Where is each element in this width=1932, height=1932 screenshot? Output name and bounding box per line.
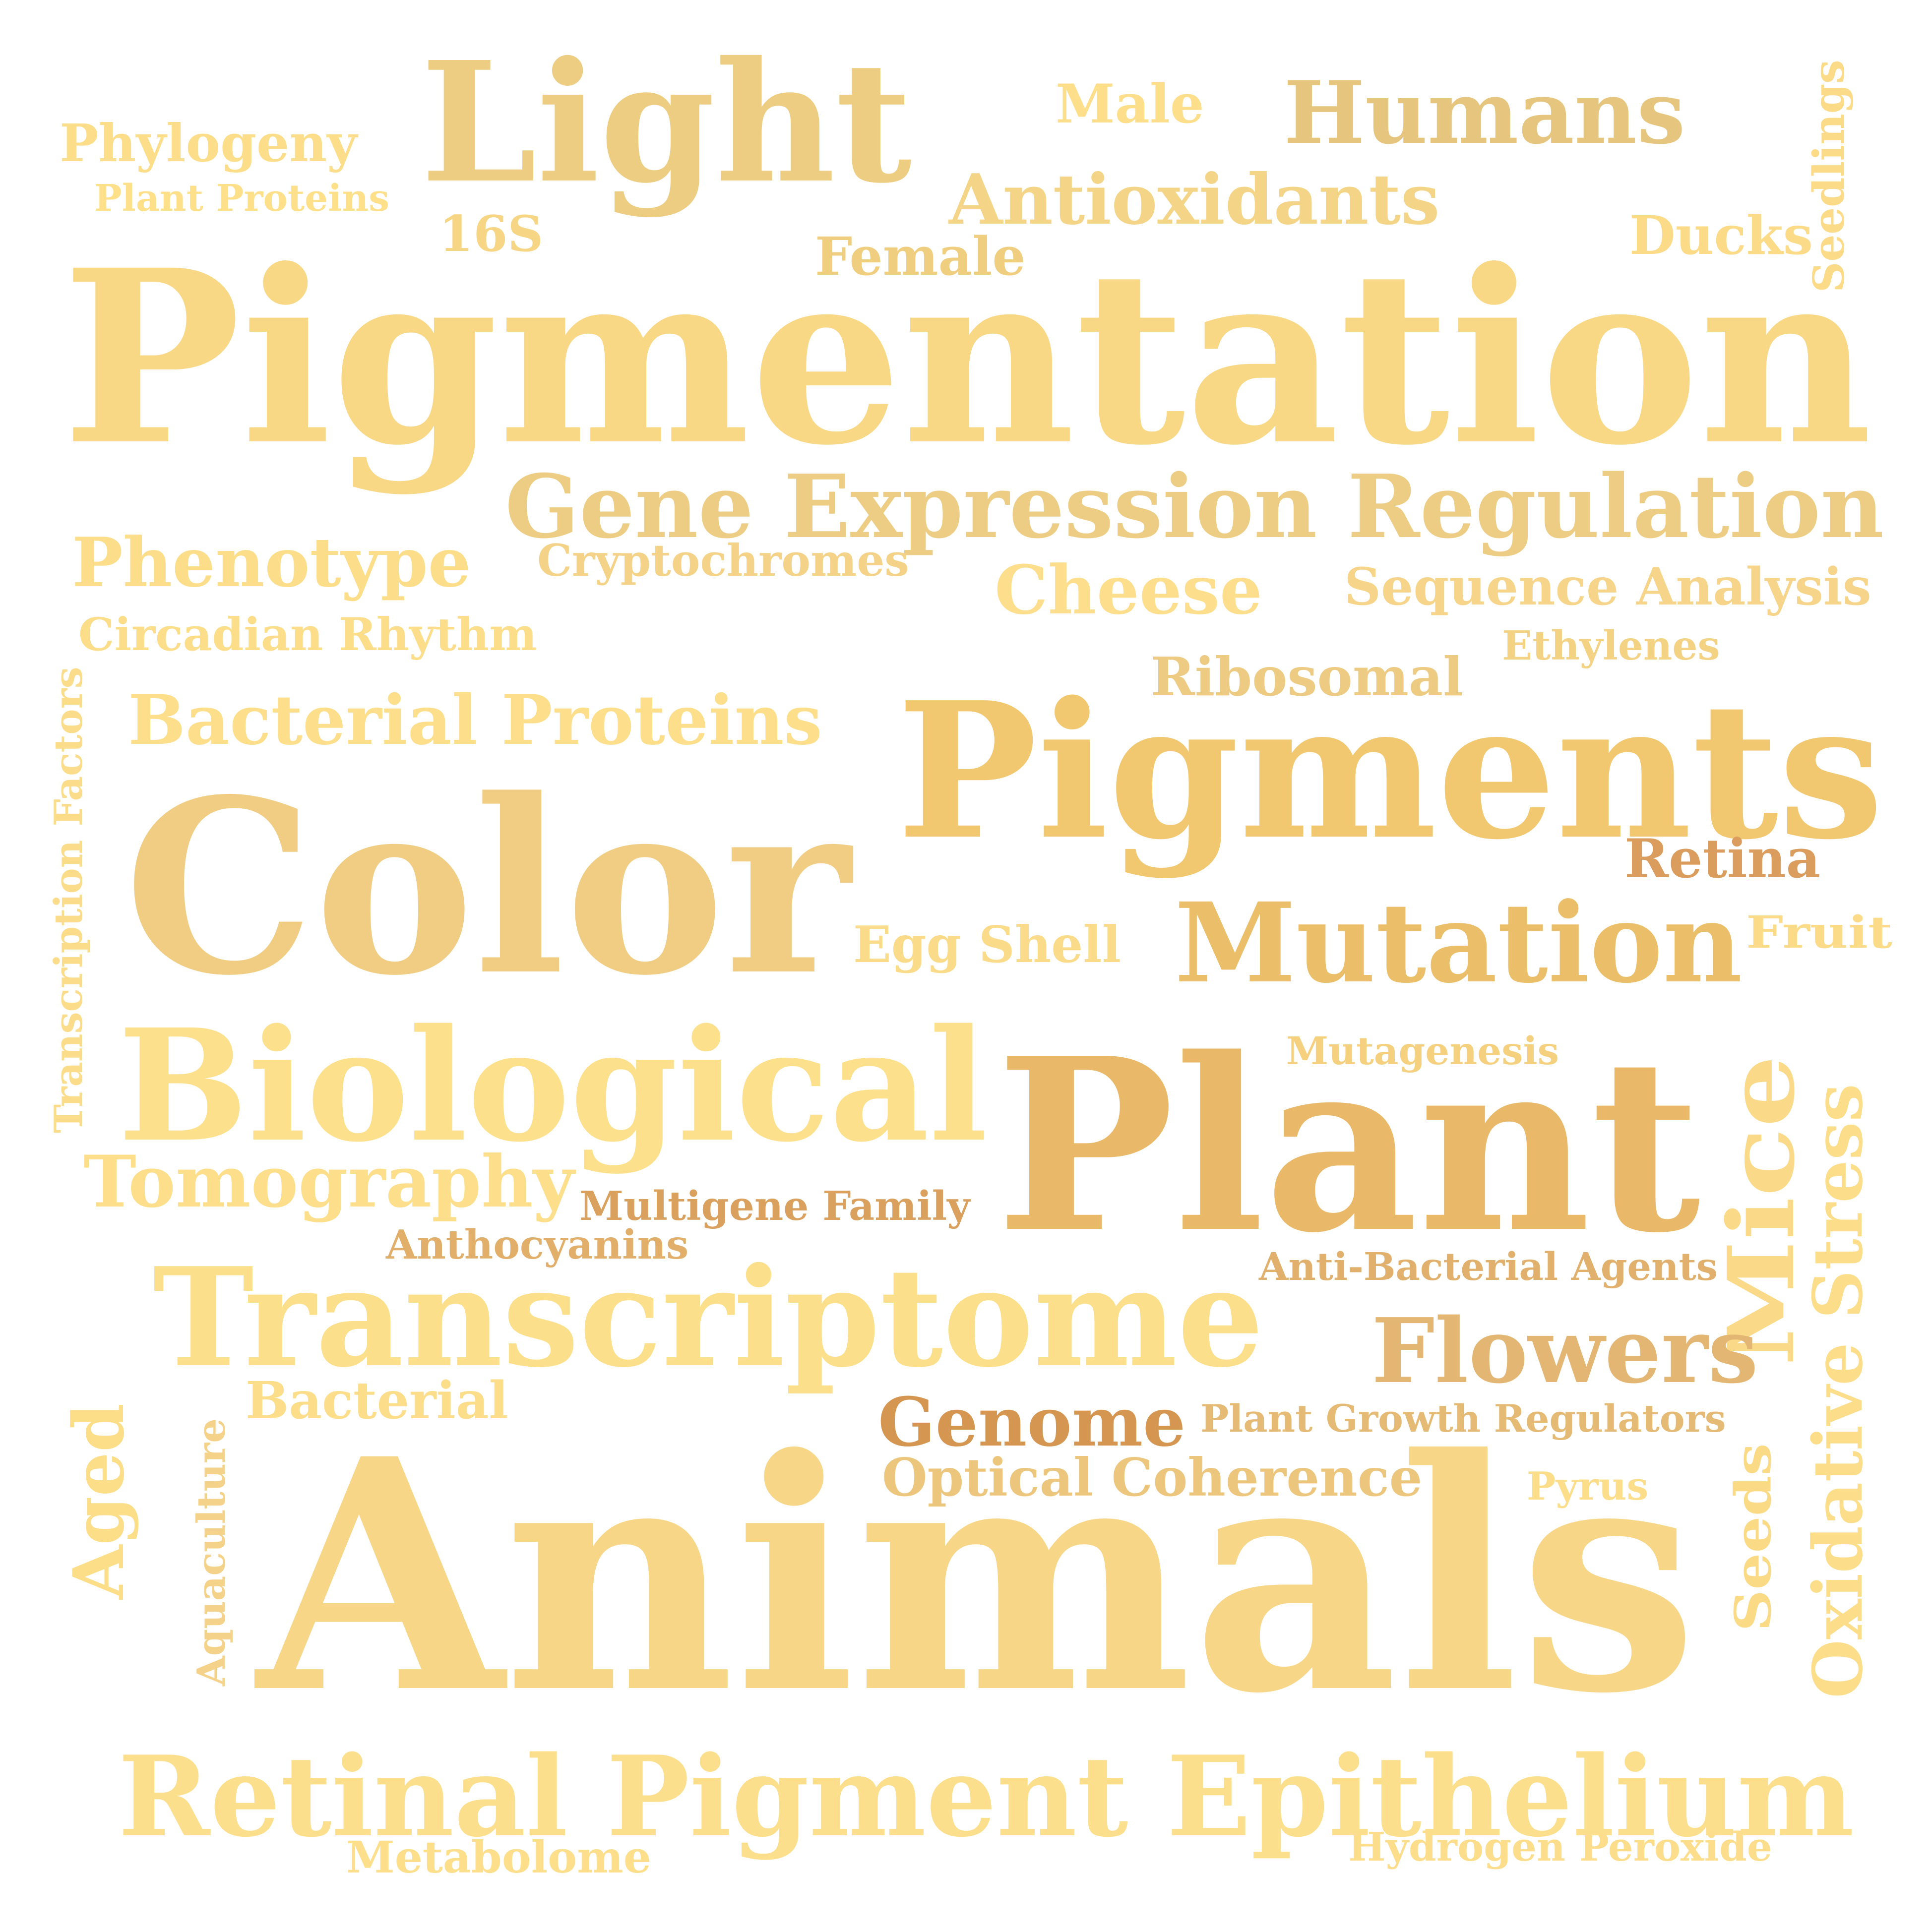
word-anti-bacterial-agents: Anti-Bacterial Agents xyxy=(1259,1244,1718,1289)
word-plant: Plant xyxy=(996,1006,1701,1285)
word-plant-growth-regulators: Plant Growth Regulators xyxy=(1200,1395,1726,1441)
word-mutagenesis: Mutagenesis xyxy=(1286,1029,1559,1074)
word-flowers: Flowers xyxy=(1371,1299,1758,1404)
word-bacterial: Bacterial xyxy=(246,1371,508,1431)
word-male: Male xyxy=(1056,72,1204,136)
word-light: Light xyxy=(421,25,912,220)
word-sequence-analysis: Sequence Analysis xyxy=(1344,557,1871,617)
word-humans: Humans xyxy=(1284,61,1685,163)
word-pigments: Pigments xyxy=(897,661,1884,881)
word-oxidative-stress: Oxidative Stress xyxy=(1799,1084,1878,1698)
word-seeds: Seeds xyxy=(1724,1443,1782,1631)
word-transcriptome: Transcriptome xyxy=(153,1238,1264,1398)
word-gene-expression-regulation: Gene Expression Regulation xyxy=(505,455,1884,558)
word-aquaculture: Aquaculture xyxy=(189,1418,234,1686)
word-ethylenes: Ethylenes xyxy=(1502,622,1720,669)
word-ribosomal: Ribosomal xyxy=(1151,646,1463,708)
word-retina: Retina xyxy=(1624,827,1821,890)
word-metabolome: Metabolome xyxy=(346,1831,651,1883)
word-animals: Animals xyxy=(257,1390,1698,1764)
word-pigmentation: Pigmentation xyxy=(62,218,1872,498)
word-genome: Genome xyxy=(878,1382,1186,1461)
word-ducks: Ducks xyxy=(1629,204,1813,267)
word-tomography: Tomography xyxy=(83,1139,574,1223)
word-phylogeny: Phylogeny xyxy=(60,112,357,174)
word-bacterial-proteins: Bacterial Proteins xyxy=(128,680,822,760)
word-anthocyanins: Anthocyanins xyxy=(386,1221,689,1268)
word-16s: 16S xyxy=(439,205,544,263)
word-aged: Aged xyxy=(58,1403,140,1599)
word-color: Color xyxy=(124,746,851,1028)
word-cryptochromes: Cryptochromes xyxy=(537,534,909,586)
word-transcription-factors: Transcription Factors xyxy=(46,666,91,1133)
word-mutation: Mutation xyxy=(1175,878,1743,1008)
word-antioxidants: Antioxidants xyxy=(949,158,1440,240)
word-fruit: Fruit xyxy=(1746,906,1892,959)
word-circadian-rhythm: Circadian Rhythm xyxy=(78,608,537,662)
word-plant-proteins: Plant Proteins xyxy=(94,176,389,220)
word-phenotype: Phenotype xyxy=(72,523,471,603)
word-retinal-pigment-epithelium: Retinal Pigment Epithelium xyxy=(118,1731,1854,1862)
word-egg-shell: Egg Shell xyxy=(853,914,1122,974)
word-female: Female xyxy=(815,225,1026,287)
word-cheese: Cheese xyxy=(995,550,1262,630)
word-optical-coherence: Optical Coherence xyxy=(882,1447,1423,1509)
word-multigene-family: Multigene Family xyxy=(579,1183,970,1230)
word-pyrus: Pyrus xyxy=(1527,1463,1649,1509)
word-hydrogen-peroxide: Hydrogen Peroxide xyxy=(1348,1823,1772,1871)
word-biological: Biological xyxy=(118,995,988,1176)
